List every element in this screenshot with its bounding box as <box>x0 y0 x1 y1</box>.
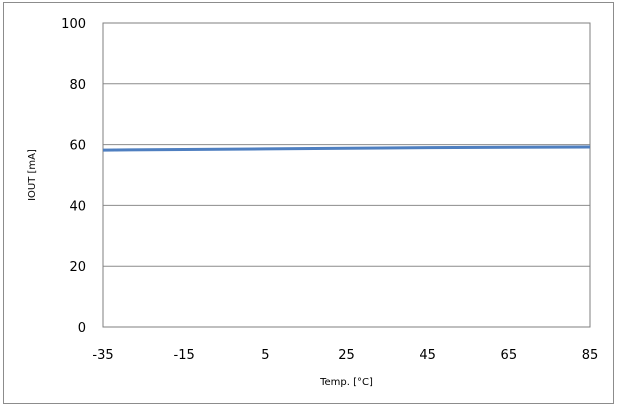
x-tick-label: -15 <box>174 348 195 363</box>
plot-area <box>102 22 591 328</box>
x-tick-labels: -35 -15 5 25 45 65 85 <box>92 348 598 363</box>
grid-layer <box>103 83 590 267</box>
y-axis-title: IOUT [mA] <box>27 149 38 201</box>
x-tick-label: 85 <box>582 348 599 363</box>
series-layer <box>102 145 591 152</box>
y-tick-label: 80 <box>69 78 86 93</box>
x-axis-title: Temp. [°C] <box>319 377 373 388</box>
y-tick-label: 0 <box>78 321 86 336</box>
y-tick-label: 100 <box>61 17 86 32</box>
chart-frame <box>3 2 614 404</box>
y-tick-label: 20 <box>69 260 86 275</box>
x-tick-label: 5 <box>261 348 269 363</box>
x-tick-label: 65 <box>501 348 518 363</box>
x-tick-label: -35 <box>92 348 113 363</box>
x-tick-label: 45 <box>419 348 436 363</box>
x-tick-label: 25 <box>338 348 355 363</box>
y-tick-labels: 0 20 40 60 80 100 <box>61 17 86 336</box>
series-line <box>102 145 591 152</box>
y-tick-label: 60 <box>69 139 86 154</box>
y-tick-label: 40 <box>69 199 86 214</box>
